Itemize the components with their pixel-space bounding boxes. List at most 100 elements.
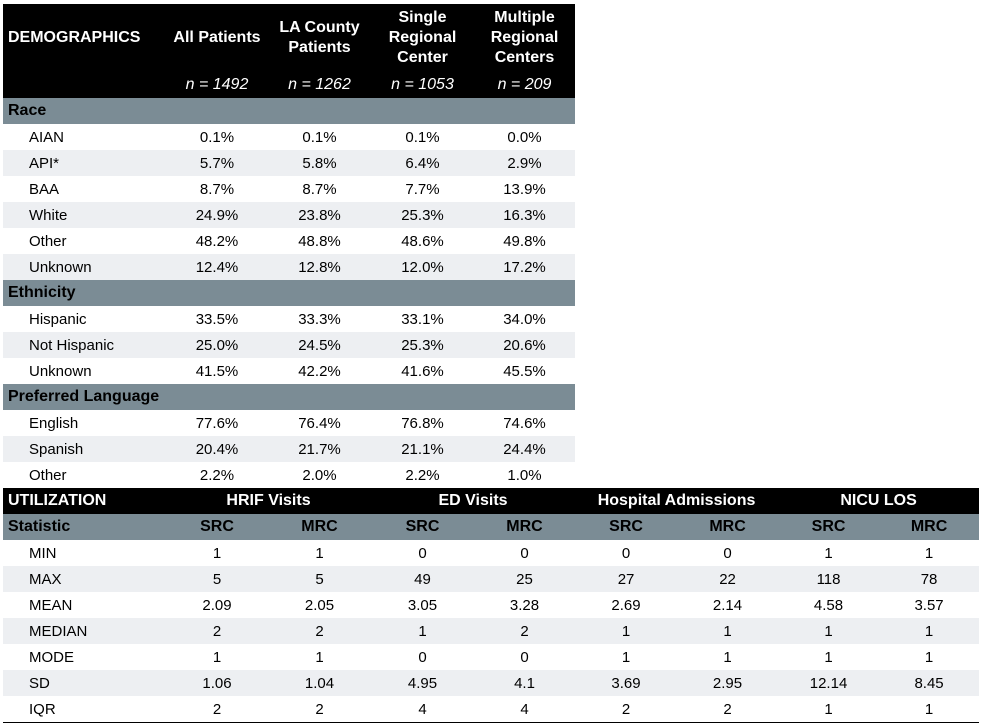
table-cell: 1 <box>924 544 934 562</box>
table-cell: 4.1 <box>474 670 576 696</box>
table-cell: 1.04 <box>268 670 372 696</box>
table-cell: 24.5% <box>268 332 371 358</box>
table-cell: 4 <box>371 696 475 723</box>
table-cell: 1 <box>315 648 324 666</box>
table-cell: 24.4% <box>474 436 575 462</box>
table-cell: 42.2% <box>298 362 341 380</box>
row-label: English <box>29 414 79 432</box>
table-cell: 24.9% <box>166 202 268 228</box>
table-cell: 0 <box>418 648 427 666</box>
row-label: Unknown <box>3 254 166 280</box>
table-cell: 1 <box>315 544 324 562</box>
table-cell: 41.6% <box>401 362 444 380</box>
table-cell: 0 <box>723 544 732 562</box>
table-cell: 22 <box>677 566 779 592</box>
table-cell: 25 <box>474 566 576 592</box>
table-row: Not Hispanic 25.0% 24.5% 25.3% 20.6% <box>3 332 575 358</box>
table-cell: 7.7% <box>405 180 440 198</box>
table-cell: 1 <box>924 648 934 666</box>
table-cell: 76.4% <box>298 414 341 432</box>
table-cell: 25.3% <box>371 332 474 358</box>
table-cell: 0.1% <box>405 128 440 146</box>
sample-size: n = 1492 <box>166 72 268 98</box>
table-cell: 1 <box>778 618 880 644</box>
table-cell: 4.95 <box>371 670 475 696</box>
column-header-all-patients: All Patients <box>166 4 268 72</box>
table-cell: 1 <box>212 544 222 562</box>
table-cell: 2 <box>268 618 372 644</box>
row-label: Not Hispanic <box>3 332 166 358</box>
table-row: MEDIAN 2 2 1 2 1 1 1 1 <box>3 618 980 644</box>
table-cell: 0.1% <box>199 128 235 146</box>
table-cell: 1 <box>824 648 833 666</box>
table-cell: 48.8% <box>298 232 341 250</box>
table-cell: 4.58 <box>813 596 844 614</box>
table-cell: 1 <box>621 648 631 666</box>
table-cell: 2 <box>474 618 576 644</box>
table-row: BAA 8.7% 8.7% 7.7% 13.9% <box>3 176 575 202</box>
table-cell: 23.8% <box>268 202 371 228</box>
table-cell: 1 <box>824 544 833 562</box>
table-cell: 21.1% <box>371 436 474 462</box>
table-cell: 5.7% <box>166 150 268 176</box>
sub-column-header: MRC <box>879 514 980 540</box>
column-header-la-county: LA County Patients <box>268 4 371 72</box>
table-cell: 5 <box>166 566 268 592</box>
table-cell: 0 <box>621 544 631 562</box>
table-cell: 1 <box>879 618 980 644</box>
table-cell: 12.4% <box>166 254 268 280</box>
table-cell: 2 <box>677 696 779 723</box>
table-cell: 33.3% <box>298 310 341 328</box>
demographics-header-row: DEMOGRAPHICS All Patients LA County Patie… <box>3 4 575 72</box>
row-label: AIAN <box>29 128 65 146</box>
row-label: IQR <box>3 696 166 723</box>
sample-size: n = 209 <box>474 72 575 98</box>
section-label: Preferred Language <box>3 384 575 410</box>
table-row: SD 1.06 1.04 4.95 4.1 3.69 2.95 12.14 8.45 <box>3 670 980 696</box>
table-cell: 76.8% <box>401 414 444 432</box>
table-cell: 1.0% <box>507 466 542 484</box>
section-header-ethnicity: Ethnicity <box>3 280 575 306</box>
table-cell: 45.5% <box>503 362 546 380</box>
table-cell: 2.0% <box>302 466 337 484</box>
sample-size: n = 1262 <box>268 72 371 98</box>
sample-size: n = 1053 <box>371 72 474 98</box>
utilization-table: UTILIZATION HRIF Visits ED Visits Hospit… <box>3 488 980 723</box>
group-header-ed-visits: ED Visits <box>371 488 576 514</box>
table-cell: 8.7% <box>199 180 235 198</box>
table-cell: 5.8% <box>268 150 371 176</box>
sub-column-header: SRC <box>778 514 880 540</box>
table-cell: 3.69 <box>575 670 678 696</box>
table-cell: 1 <box>575 618 678 644</box>
row-label: Unknown <box>29 362 92 380</box>
table-cell: 1 <box>723 648 732 666</box>
row-label: Spanish <box>3 436 166 462</box>
group-header-hrif-visits: HRIF Visits <box>166 488 372 514</box>
table-row: MIN 1 1 0 0 0 0 1 1 <box>3 540 979 566</box>
table-cell: 2.09 <box>202 596 232 614</box>
table-cell: 78 <box>879 566 980 592</box>
table-cell: 48.2% <box>195 232 239 250</box>
section-header-race: Race <box>3 98 575 124</box>
table-cell: 41.5% <box>195 362 239 380</box>
table-row: MAX 5 5 49 25 27 22 118 78 <box>3 566 980 592</box>
sub-column-header: MRC <box>474 514 576 540</box>
table-cell: 20.6% <box>474 332 575 358</box>
table-cell: 2.05 <box>304 596 335 614</box>
table-cell: 2 <box>575 696 678 723</box>
statistic-label: Statistic <box>3 514 166 540</box>
row-label: Other <box>29 466 67 484</box>
table-row: English 77.6% 76.4% 76.8% 74.6% <box>3 410 575 436</box>
utilization-header-row: UTILIZATION HRIF Visits ED Visits Hospit… <box>3 488 980 514</box>
table-cell: 1 <box>879 696 980 723</box>
demographics-table: DEMOGRAPHICS All Patients LA County Patie… <box>3 4 575 488</box>
table-row: MEAN 2.09 2.05 3.05 3.28 2.69 2.14 4.58 3.57 <box>3 592 979 618</box>
table-row: Unknown 12.4% 12.8% 12.0% 17.2% <box>3 254 575 280</box>
table-cell: 2 <box>166 618 268 644</box>
table-cell: 1 <box>371 618 475 644</box>
table-cell: 6.4% <box>371 150 474 176</box>
table-cell: 13.9% <box>503 180 546 198</box>
table-cell: 16.3% <box>474 202 575 228</box>
sub-column-header: SRC <box>575 514 678 540</box>
table-row: Unknown 41.5% 42.2% 41.6% 45.5% <box>3 358 575 384</box>
